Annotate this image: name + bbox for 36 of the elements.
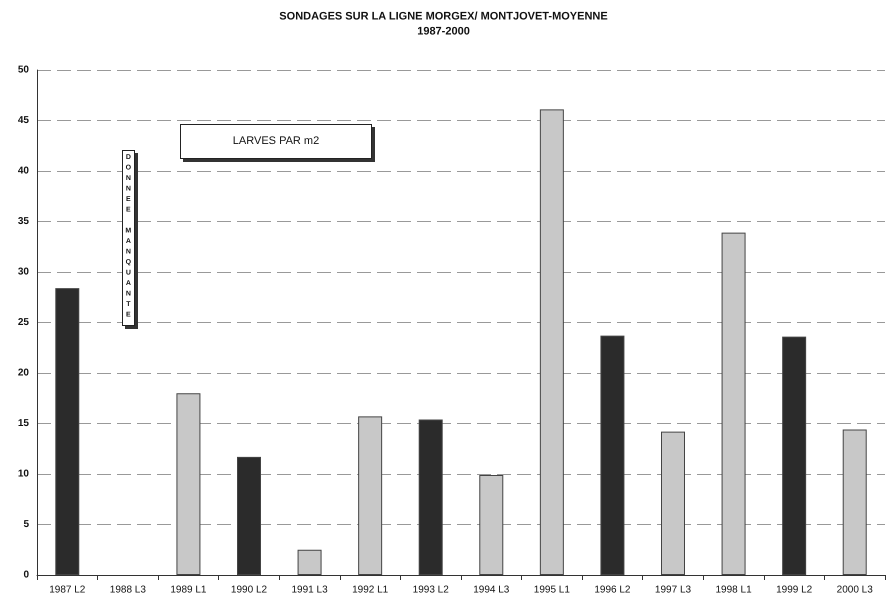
y-tick-label: 25 [18, 317, 30, 328]
bar [722, 232, 746, 575]
y-tick-label: 10 [18, 468, 30, 480]
bar [358, 416, 382, 575]
bar [661, 432, 685, 575]
x-tick-label: 1990 L2 [230, 584, 268, 596]
bar [842, 430, 867, 575]
x-tick-label: 1989 L1 [170, 584, 207, 596]
bar [479, 475, 504, 575]
x-tick-label: 1996 L2 [594, 584, 631, 596]
text-box: LARVES PAR m2 [180, 124, 372, 159]
x-tick-label: 1988 L3 [110, 584, 146, 596]
y-tick-label: 45 [18, 115, 30, 126]
x-tick-label: 1992 L1 [352, 584, 389, 596]
chart-subtitle: 1987-2000 [417, 26, 470, 38]
x-tick-label: 1994 L3 [473, 584, 510, 596]
bar [540, 109, 564, 575]
x-tick-label: 1995 L1 [534, 584, 570, 596]
chart-title: SONDAGES SUR LA LIGNE MORGEX/ MONTJOVET-MOYENNE [279, 10, 608, 22]
x-tick-label: 1991 L3 [291, 584, 328, 596]
y-tick-label: 30 [18, 266, 30, 278]
y-tick-label: 15 [18, 418, 30, 429]
y-tick-label: 5 [23, 519, 30, 530]
x-tick-label: 2000 L3 [836, 584, 874, 596]
y-tick-label: 50 [18, 64, 30, 76]
x-tick-label: 1997 L3 [654, 584, 692, 596]
x-tick-label: 1993 L2 [412, 584, 450, 596]
y-tick-label: 20 [18, 368, 30, 378]
bar [176, 393, 200, 575]
x-tick-label: 1999 L2 [776, 584, 813, 596]
y-tick-label: 35 [18, 216, 30, 227]
x-tick-label: 1998 L1 [715, 584, 752, 596]
bar [298, 550, 322, 575]
x-tick-label: 1987 L2 [49, 584, 86, 596]
y-tick-label: 0 [23, 570, 30, 580]
y-tick-label: 40 [18, 166, 30, 176]
